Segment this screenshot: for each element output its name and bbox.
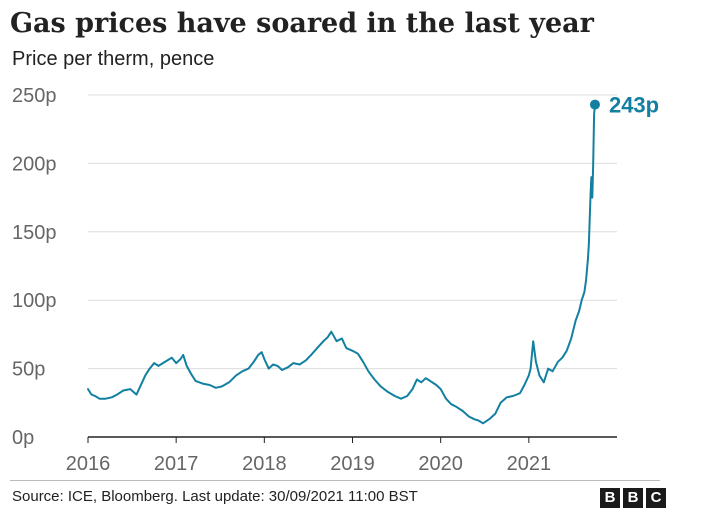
logo-letter-b2: B xyxy=(623,488,643,508)
series-line-0 xyxy=(87,103,596,425)
y-tick-label-0: 0p xyxy=(12,427,34,449)
y-tick-label-50: 50p xyxy=(12,359,45,381)
logo-letter-b1: B xyxy=(600,488,620,508)
x-tick-label-2018: 2018 xyxy=(242,453,287,475)
x-tick-label-2019: 2019 xyxy=(330,453,375,475)
source-note: Source: ICE, Bloomberg. Last update: 30/… xyxy=(12,488,418,505)
series-end-point xyxy=(589,99,600,110)
chart-subtitle: Price per therm, pence xyxy=(12,48,215,70)
footer-divider xyxy=(10,480,660,481)
y-tick-label-150: 150p xyxy=(12,222,57,244)
x-tick-label-2016: 2016 xyxy=(66,453,111,475)
x-tick-label-2017: 2017 xyxy=(154,453,199,475)
y-tick-label-100: 100p xyxy=(12,290,57,312)
x-tick-label-2020: 2020 xyxy=(418,453,463,475)
y-tick-label-200: 200p xyxy=(12,153,57,175)
y-tick-label-250: 250p xyxy=(12,85,57,107)
chart-title: Gas prices have soared in the last year xyxy=(10,8,594,39)
logo-letter-c: C xyxy=(646,488,666,508)
bbc-logo: B B C xyxy=(600,488,666,508)
end-value-label: 243p xyxy=(609,93,659,118)
x-tick-label-2021: 2021 xyxy=(507,453,552,475)
